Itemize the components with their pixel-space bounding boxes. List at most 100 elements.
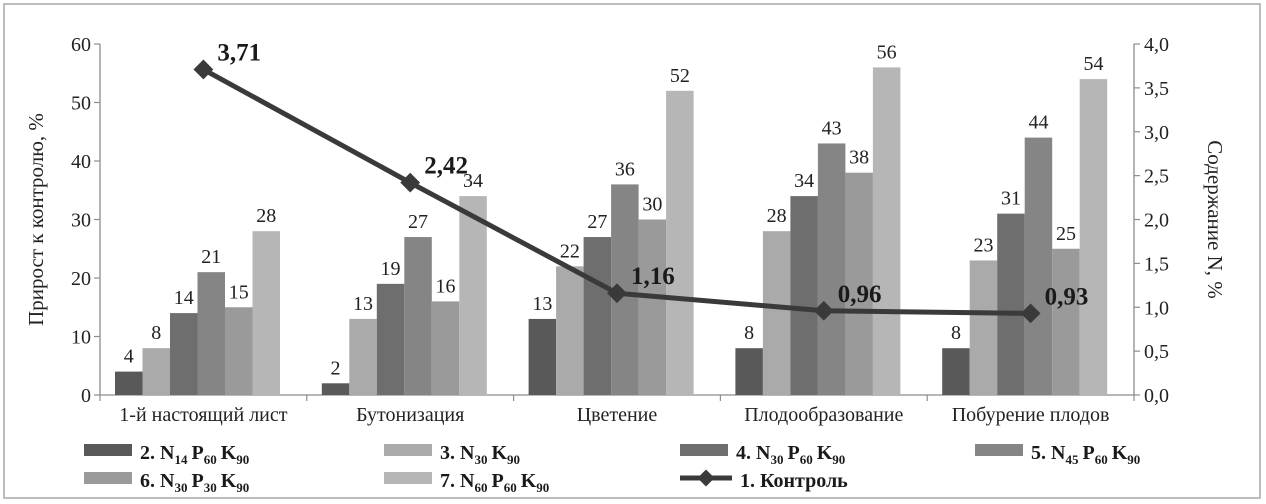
bar-label: 19 [381, 258, 401, 280]
x-category-label: Цветение [577, 404, 658, 426]
legend-item: 4. N30 P60 K90 [680, 442, 849, 467]
bar-s5-c1 [197, 272, 225, 395]
bar-label: 34 [794, 170, 814, 192]
bar-label: 34 [463, 170, 483, 192]
bar-label: 38 [849, 147, 869, 169]
legend-label: 7. N60 P60 K90 [440, 470, 553, 495]
y2-tick-label: 1,5 [1144, 253, 1169, 275]
legend-label: 5. N45 P60 K90 [1031, 442, 1144, 467]
y-tick-label: 40 [71, 151, 91, 173]
bar-label: 4 [124, 346, 134, 368]
bar-s5-c4 [817, 143, 846, 395]
control-point-label: 0,96 [838, 281, 882, 308]
bar-s4-c3 [583, 237, 612, 395]
bar-label: 8 [744, 322, 754, 344]
bar-label: 31 [1001, 188, 1021, 210]
bar-label: 44 [1028, 112, 1048, 134]
control-marker [193, 59, 214, 80]
bar-s6-c5 [1052, 248, 1080, 395]
control-point-label: 2,42 [424, 153, 468, 180]
legend-label: 3. N30 K90 [440, 442, 524, 467]
y2-tick-label: 3,5 [1144, 78, 1169, 100]
bar-s6-c3 [638, 219, 667, 395]
bar-label: 14 [174, 287, 194, 309]
legend-item: 6. N30 P30 K90 [84, 470, 253, 495]
bar-s7-c3 [666, 90, 694, 396]
legend: 2. N14 P60 K90 3. N30 K90 4. N30 P60 K90… [84, 442, 1144, 495]
legend-label: 4. N30 P60 K90 [736, 442, 849, 467]
y-axis-title: Прирост к контролю, % [24, 113, 48, 326]
bar-label: 22 [560, 240, 580, 262]
y-tick-label: 20 [71, 268, 91, 290]
y-tick-label: 30 [71, 210, 91, 232]
bar-s7-c1 [252, 231, 280, 395]
bar-s2-c4 [735, 348, 763, 395]
bar-s2-c5 [942, 348, 970, 395]
x-category-label: 1-й настоящий лист [119, 404, 287, 426]
y-tick-label: 60 [71, 34, 91, 56]
legend-label: 6. N30 P30 K90 [140, 470, 253, 495]
x-category-label: Плодообразование [744, 404, 903, 426]
y-tick-label: 0 [81, 385, 91, 407]
legend-label: 1. Контроль [740, 470, 848, 492]
bar-s3-c3 [556, 266, 584, 395]
legend-item: 5. N45 P60 K90 [975, 442, 1144, 467]
bar-s4-c5 [997, 213, 1025, 395]
bar-s5-c5 [1024, 137, 1053, 395]
y2-tick-label: 0,0 [1144, 385, 1169, 407]
legend-label: 2. N14 P60 K90 [140, 442, 253, 467]
bar-label: 43 [822, 117, 842, 139]
y2-tick-label: 1,0 [1144, 297, 1169, 319]
bar-s7-c4 [872, 67, 901, 396]
control-point-label: 1,16 [631, 263, 675, 290]
y-tick-label: 10 [71, 327, 91, 349]
bar-label: 28 [767, 205, 787, 227]
bar-s4-c1 [170, 313, 198, 395]
legend-swatch [384, 472, 432, 484]
bar-s7-c2 [459, 196, 487, 395]
bar-label: 13 [353, 293, 373, 315]
bar-label: 15 [229, 281, 249, 303]
legend-item: 1. Контроль [680, 469, 848, 492]
y2-tick-label: 0,5 [1144, 341, 1169, 363]
bar-s4-c2 [376, 283, 405, 395]
bar-s6-c4 [845, 172, 873, 395]
control-marker [400, 172, 421, 193]
legend-swatch [680, 444, 728, 456]
y2-tick-label: 2,0 [1144, 210, 1169, 232]
bar-label: 27 [408, 211, 428, 233]
bar-label: 2 [331, 357, 341, 379]
bar-label: 23 [973, 234, 993, 256]
y2-tick-label: 2,5 [1144, 166, 1169, 188]
bar-label: 36 [615, 158, 635, 180]
bar-s2-c1 [115, 371, 143, 395]
y2-tick-label: 3,0 [1144, 122, 1169, 144]
bar-s6-c2 [431, 301, 460, 395]
legend-marker [697, 469, 715, 487]
control-marker [607, 283, 627, 304]
bar-s2-c2 [321, 383, 350, 395]
y2-axis-title: Содержание N, % [1203, 140, 1227, 298]
legend-swatch [384, 444, 432, 456]
bar-label: 54 [1083, 53, 1103, 75]
bar-s4-c4 [790, 196, 818, 395]
bar-label: 8 [151, 322, 161, 344]
bar-label: 27 [587, 211, 607, 233]
bar-label: 16 [436, 275, 456, 297]
legend-item: 7. N60 P60 K90 [384, 470, 553, 495]
bar-s6-c1 [225, 307, 253, 395]
control-point-label: 3,71 [217, 39, 261, 66]
bar-label: 25 [1056, 223, 1076, 245]
bar-label: 52 [670, 65, 690, 87]
bar-label: 28 [256, 205, 276, 227]
x-category-label: Побурение плодов [952, 404, 1110, 426]
legend-swatch [84, 472, 132, 484]
bar-label: 13 [532, 293, 552, 315]
bar-s3-c1 [142, 348, 170, 395]
bar-label: 21 [201, 246, 221, 268]
x-category-label: Бутонизация [356, 404, 464, 426]
bar-label: 8 [951, 322, 961, 344]
control-point-label: 0,93 [1045, 283, 1089, 310]
bar-s5-c2 [404, 237, 432, 395]
